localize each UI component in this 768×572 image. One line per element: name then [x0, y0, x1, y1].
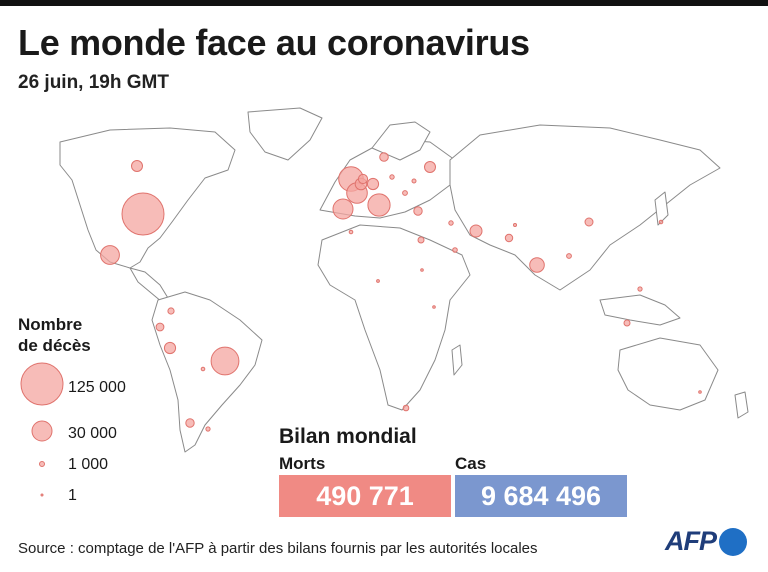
death-bubble-br-sil — [210, 346, 240, 376]
death-bubble-nigeria — [376, 279, 380, 283]
asia — [449, 124, 721, 291]
death-bubble-etats-unis — [121, 192, 165, 236]
legend-title: Nombre de décès — [18, 315, 91, 355]
death-bubble-afghanistan — [513, 223, 517, 227]
cases-value-box: 9 684 496 — [455, 475, 627, 517]
new-zealand — [734, 391, 749, 419]
death-bubble-afrique-du-sud — [402, 404, 410, 412]
legend-label-1: 1 — [68, 487, 77, 504]
death-bubble-italie — [367, 193, 391, 217]
death-bubble-egypte — [417, 236, 425, 244]
death-bubble-japon — [658, 219, 664, 225]
death-bubble-soudan — [420, 268, 424, 272]
death-bubble-roumanie — [402, 190, 408, 196]
scandinavia — [371, 121, 431, 161]
death-bubble-arabie-saoudite — [452, 247, 458, 253]
legend-bubble-125000 — [20, 362, 64, 406]
death-bubble-irak — [448, 220, 454, 226]
death-bubble-australie — [698, 390, 702, 394]
summary-title: Bilan mondial — [279, 425, 417, 448]
death-bubble-chine — [584, 217, 594, 227]
legend-bubble-30000 — [31, 420, 53, 442]
death-bubble-philippines — [637, 286, 643, 292]
death-bubble-ukraine — [411, 178, 417, 184]
central-america — [129, 267, 169, 303]
top-rule — [0, 0, 768, 6]
death-bubble-allemagne — [366, 177, 380, 191]
africa — [317, 224, 471, 411]
madagascar — [451, 344, 463, 376]
japan — [654, 191, 669, 226]
afp-logo-text: AFP — [665, 526, 717, 556]
death-bubble-chili — [185, 418, 195, 428]
death-bubble-pologne — [389, 174, 395, 180]
deaths-value: 490 771 — [316, 480, 414, 511]
death-bubble-equateur — [155, 322, 165, 332]
cases-label: Cas — [455, 454, 487, 473]
southeast-asia — [599, 294, 681, 326]
legend-bubble-1 — [40, 493, 44, 497]
legend-bubbles — [20, 362, 64, 497]
death-bubble-p-rou — [163, 341, 177, 355]
page-title: Le monde face au coronavirus — [18, 22, 530, 63]
death-bubble-canada — [131, 160, 143, 172]
death-bubble-indon-sie — [623, 319, 631, 327]
death-bubble-alg-rie — [348, 229, 354, 235]
death-bubbles — [100, 152, 702, 432]
deaths-value-box: 490 771 — [279, 475, 451, 517]
greenland — [247, 107, 323, 161]
australia — [617, 337, 719, 411]
source-note: Source : comptage de l'AFP à partir des … — [18, 540, 538, 557]
south-america — [151, 291, 263, 453]
legend-label-1000: 1 000 — [68, 456, 109, 473]
afp-logo-dot — [719, 527, 747, 556]
death-bubble-kenya — [432, 305, 436, 309]
death-bubble-inde — [529, 257, 545, 273]
death-bubble-iran — [469, 224, 483, 238]
afp-logo: AFP — [665, 526, 747, 557]
death-bubble-argentine — [205, 426, 211, 432]
death-bubble-mexique — [100, 245, 120, 265]
death-bubble-pakistan — [504, 233, 514, 243]
land-masses — [59, 107, 749, 453]
death-bubble-russie — [424, 161, 436, 173]
legend-bubble-1000 — [39, 461, 45, 467]
death-bubble-bangladesh — [566, 253, 572, 259]
death-bubble-bolivie — [200, 366, 206, 372]
death-bubble-su-de — [379, 152, 389, 162]
legend-label-30000: 30 000 — [68, 425, 117, 442]
page-subtitle: 26 juin, 19h GMT — [18, 72, 169, 93]
death-bubble-turquie — [413, 206, 423, 216]
death-bubble-pays-bas — [357, 173, 369, 185]
cases-value: 9 684 496 — [480, 480, 602, 511]
death-bubble-espagne — [332, 198, 354, 220]
world-map — [59, 107, 749, 453]
deaths-label: Morts — [279, 454, 326, 473]
legend-label-125000: 125 000 — [68, 379, 126, 396]
death-bubble-colombie — [167, 307, 175, 315]
